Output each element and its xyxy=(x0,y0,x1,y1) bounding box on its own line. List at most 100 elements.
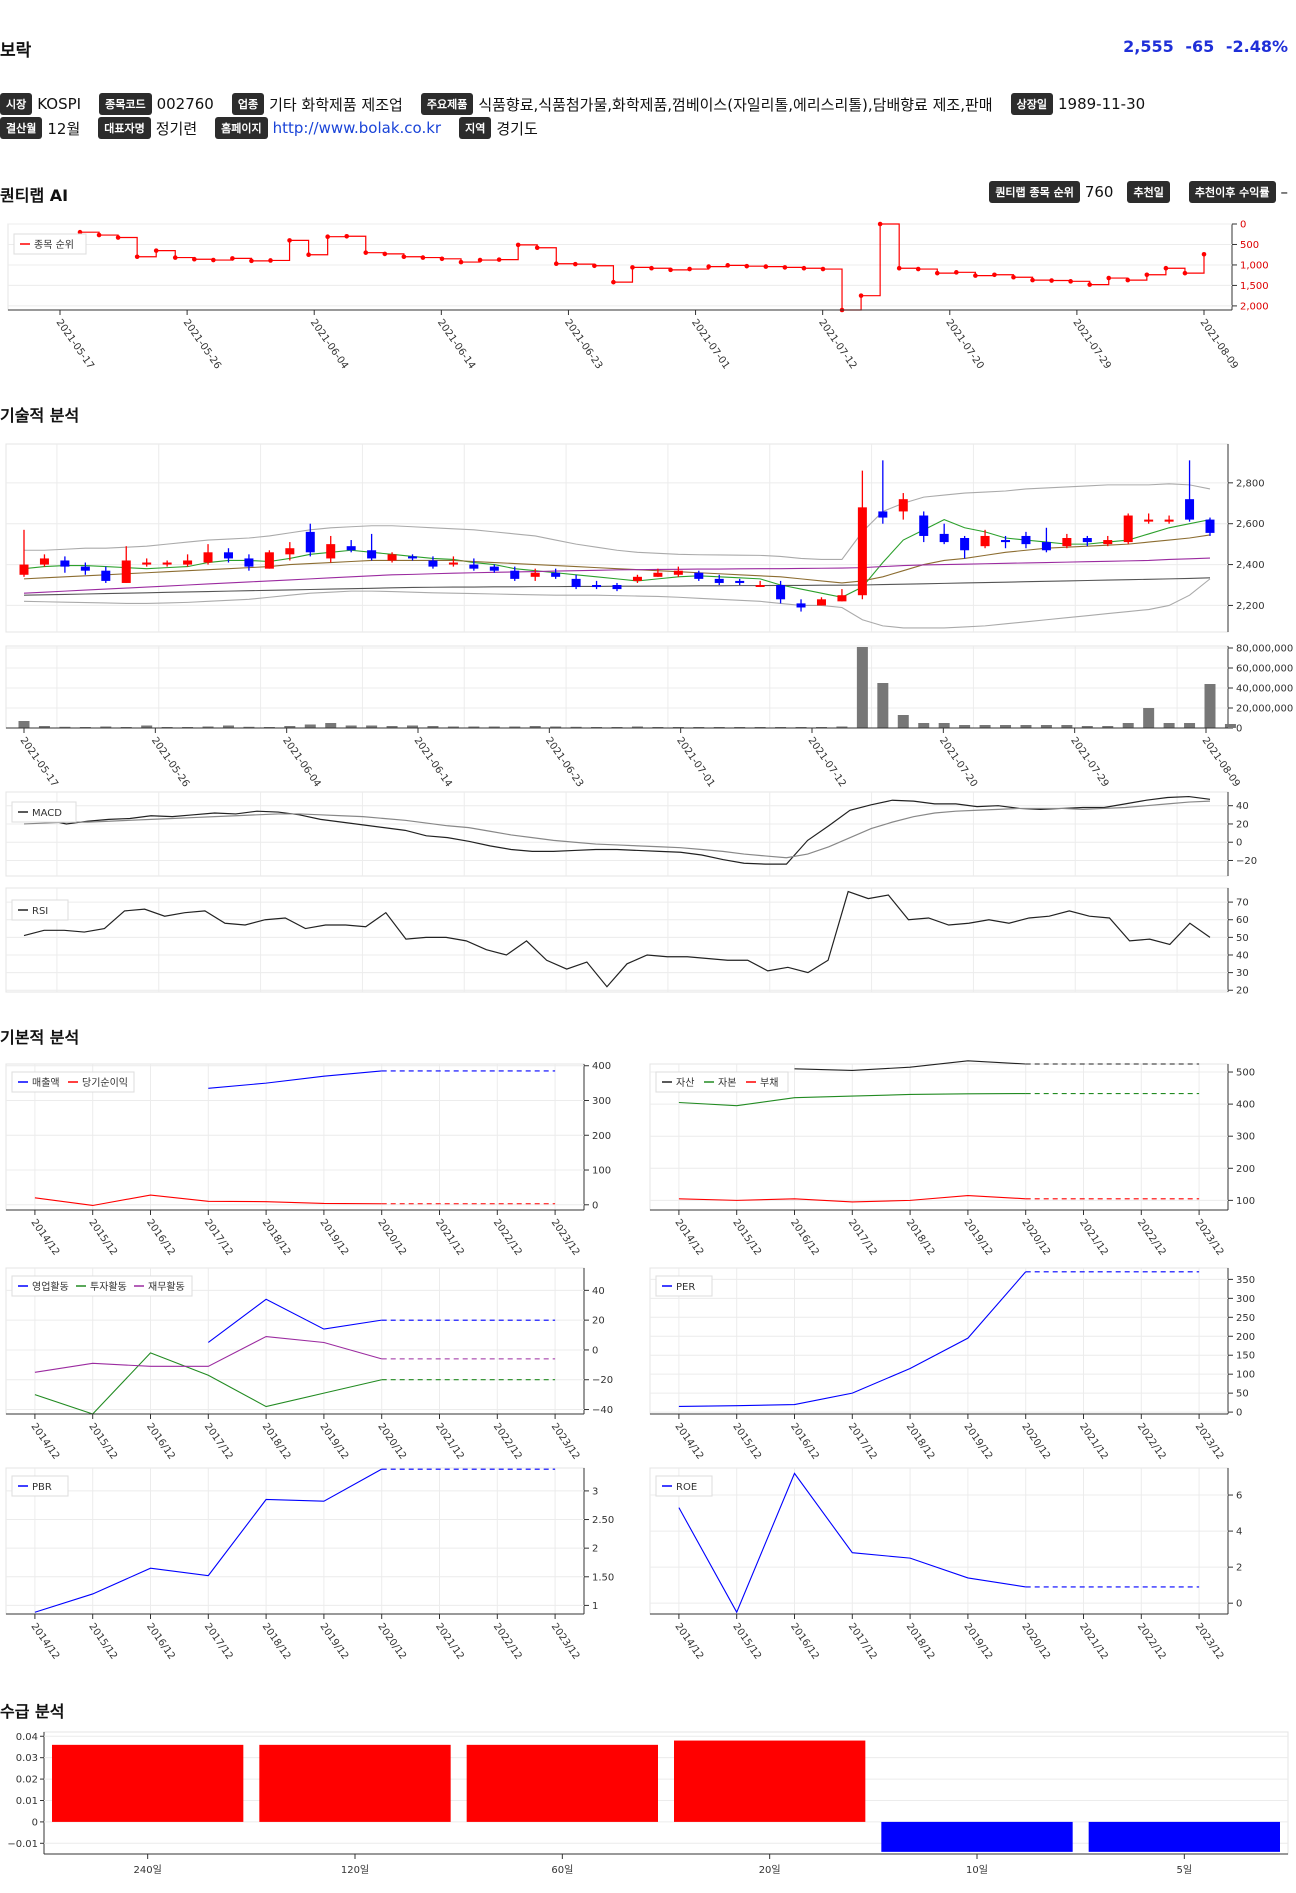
legend-label: 투자활동 xyxy=(90,1280,127,1293)
rank-point xyxy=(592,263,597,269)
rank-point xyxy=(1125,277,1131,283)
x-tick-label: 2021-05-17 xyxy=(54,317,96,370)
plot-frame xyxy=(7,223,1233,311)
y-tick-label: 100 xyxy=(592,1166,611,1177)
candle-body xyxy=(530,572,540,577)
candle-body xyxy=(939,533,949,543)
x-tick-label: 2021-05-26 xyxy=(181,317,223,370)
x-tick-label: 2018/12 xyxy=(260,1217,293,1257)
candle-body xyxy=(428,560,438,567)
y-tick-label: 0.03 xyxy=(16,1753,38,1764)
supply-bar xyxy=(881,1821,1073,1852)
stock-change: -65 xyxy=(1185,37,1215,56)
x-tick-label: 2016/12 xyxy=(788,1621,821,1660)
y-tick-label: 0 xyxy=(1236,838,1242,849)
영업활동-line xyxy=(207,1298,382,1343)
legend-box xyxy=(655,1275,713,1297)
candle-body xyxy=(653,572,663,577)
x-tick-label: 2021-06-14 xyxy=(412,735,454,789)
rank-point xyxy=(363,250,369,255)
legend-label: 매출액 xyxy=(32,1077,60,1089)
fiscal-badge: 결산월 xyxy=(0,117,43,139)
rank-line xyxy=(80,223,1205,311)
x-tick-label: 120일 xyxy=(341,1864,369,1876)
x-tick-label: 2023/12 xyxy=(549,1621,582,1660)
x-tick-label: 2021-08-09 xyxy=(1198,317,1240,370)
rank-point xyxy=(77,229,83,235)
x-tick-label: 2014/12 xyxy=(672,1217,705,1257)
rank-point xyxy=(401,254,407,260)
rank-point xyxy=(763,264,769,269)
industry-value: 기타 화학제품 제조업 xyxy=(269,95,403,114)
rank-point xyxy=(915,266,921,272)
x-tick-label: 2021/12 xyxy=(433,1621,466,1660)
market-value: KOSPI xyxy=(37,95,82,113)
candle-body xyxy=(1205,519,1215,533)
bb_upper-line xyxy=(24,483,1211,561)
candle-body xyxy=(183,560,193,565)
plot-frame xyxy=(5,791,1229,877)
candle-body xyxy=(60,560,70,567)
rank-point xyxy=(649,265,654,271)
volume-bar xyxy=(1122,723,1134,728)
x-tick-label: 2023/12 xyxy=(1193,1421,1226,1461)
homepage-link[interactable]: http://www.bolak.co.kr xyxy=(272,119,442,137)
candle-body xyxy=(714,578,724,583)
technical-title: 기술적 분석 xyxy=(0,406,80,425)
volume-bar xyxy=(836,726,848,728)
x-tick-label: 2015/12 xyxy=(86,1217,119,1257)
x-tick-label: 2020/12 xyxy=(375,1621,408,1660)
supply-bar xyxy=(259,1744,451,1822)
y-tick-label: 0 xyxy=(1236,1599,1242,1610)
region-value: 경기도 xyxy=(496,119,538,138)
volume-bar xyxy=(550,726,562,728)
y-tick-label: 200 xyxy=(592,1131,611,1142)
x-tick-label: 2023/12 xyxy=(1193,1621,1226,1660)
y-tick-label: 0.02 xyxy=(16,1775,38,1786)
legend-label: RSI xyxy=(32,906,48,917)
legend-box xyxy=(13,233,87,255)
candle-body xyxy=(1021,535,1031,545)
volume-bar xyxy=(407,725,419,728)
y-tick-label: 200 xyxy=(1236,1332,1255,1343)
x-tick-label: 2021-06-23 xyxy=(543,735,585,789)
volume-bar xyxy=(897,715,909,728)
candle-body xyxy=(203,552,213,563)
y-tick-label: 1 xyxy=(592,1601,598,1612)
ma5-line xyxy=(23,519,1211,598)
volume-bar xyxy=(1061,725,1073,728)
volume-bar xyxy=(222,725,234,728)
signal-line xyxy=(23,800,1211,859)
x-tick-label: 2021-07-01 xyxy=(689,317,731,370)
legend-label: 부채 xyxy=(760,1077,778,1089)
x-tick-label: 2017/12 xyxy=(202,1621,235,1660)
y-tick-label: 3 xyxy=(592,1486,598,1497)
volume-bar xyxy=(202,726,214,728)
industry-badge: 업종 xyxy=(231,93,265,115)
y-tick-label: −40 xyxy=(592,1405,613,1416)
y-tick-label: 30 xyxy=(1236,968,1249,979)
volume-bar xyxy=(856,647,868,728)
stock-price-block: 2,555 -65 -2.48% xyxy=(1123,37,1288,56)
재무활동-line xyxy=(34,1335,382,1373)
y-tick-label: 80,000,000 xyxy=(1236,644,1293,655)
x-tick-label: 2021-07-12 xyxy=(806,735,848,789)
x-tick-label: 2021-07-20 xyxy=(943,317,985,370)
PER-line xyxy=(678,1271,1027,1407)
x-tick-label: 2015/12 xyxy=(86,1421,119,1461)
rank-point xyxy=(1106,275,1112,281)
y-tick-label: 2,600 xyxy=(1236,519,1265,530)
y-tick-label: 0.01 xyxy=(16,1796,38,1807)
legend-box xyxy=(11,801,77,823)
y-tick-label: 400 xyxy=(592,1061,611,1072)
candle-body xyxy=(448,562,458,565)
volume-bar xyxy=(959,725,971,728)
rank-point xyxy=(420,255,426,260)
rank-point xyxy=(382,251,388,257)
rank-point xyxy=(1049,278,1054,283)
candle-body xyxy=(19,564,29,575)
volume-bar xyxy=(100,726,112,728)
candle-body xyxy=(346,546,356,551)
plot-frame xyxy=(5,443,1229,633)
x-tick-label: 2017/12 xyxy=(846,1621,879,1660)
